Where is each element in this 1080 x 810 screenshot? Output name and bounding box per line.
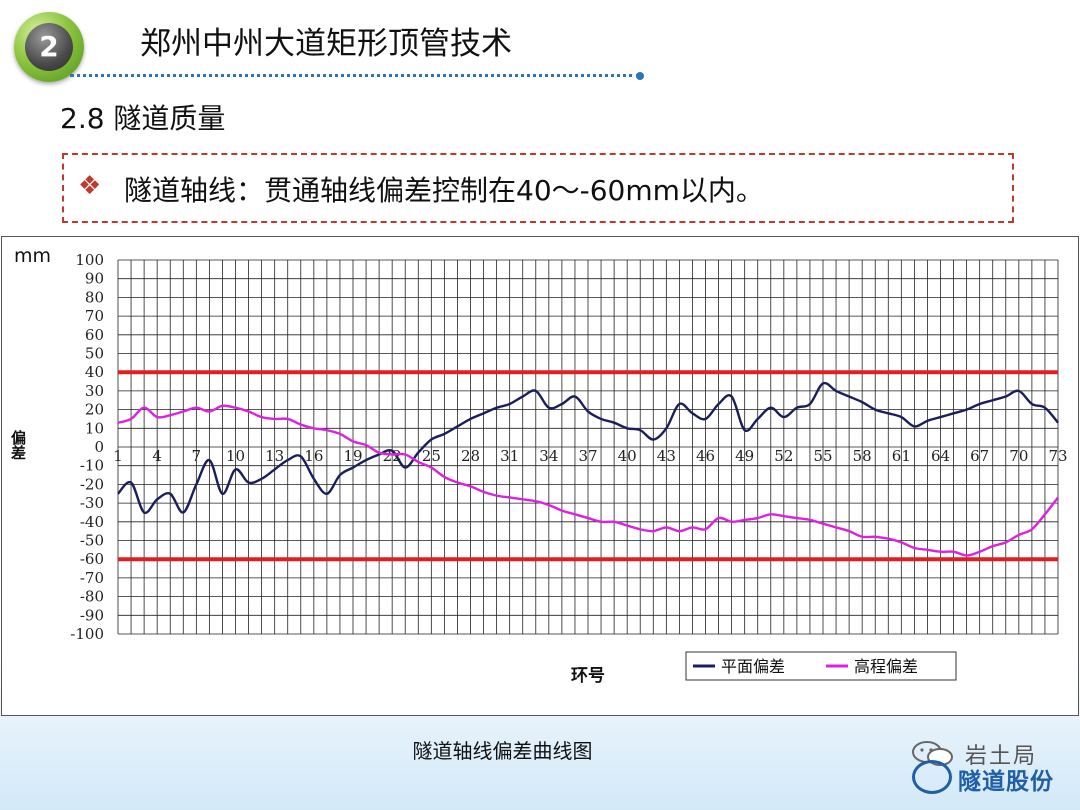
x-tick-label: 19 (343, 447, 362, 465)
y-tick-label: -10 (80, 457, 104, 475)
x-tick-label: 40 (618, 447, 637, 465)
y-tick-label: -50 (80, 532, 104, 550)
y-tick-label: 0 (94, 438, 104, 456)
x-tick-label: 55 (813, 447, 832, 465)
y-tick-label: -20 (80, 475, 104, 493)
y-tick-label: 80 (85, 288, 104, 306)
y-tick-label: 30 (85, 382, 104, 400)
watermark-company: 隧道股份 (958, 769, 1054, 795)
y-tick-label: 70 (85, 307, 104, 325)
legend-box (685, 651, 957, 681)
slide-title: 郑州中州大道矩形顶管技术 (140, 26, 512, 62)
x-tick-label: 25 (422, 447, 441, 465)
title-underline-dot (636, 72, 644, 80)
x-tick-label: 52 (774, 447, 793, 465)
title-underline (70, 74, 640, 77)
x-tick-label: 34 (539, 447, 558, 465)
watermark-account: 岩土局 (965, 744, 1038, 769)
x-tick-label: 58 (853, 447, 872, 465)
y-axis-title: 偏差 (9, 429, 27, 460)
x-tick-label: 37 (578, 447, 597, 465)
x-tick-label: 13 (265, 447, 284, 465)
y-tick-label: -100 (70, 625, 104, 643)
y-tick-label: -80 (80, 588, 104, 606)
x-tick-label: 4 (152, 447, 162, 465)
x-tick-label: 49 (735, 447, 754, 465)
series-line-2 (117, 404, 1059, 557)
y-tick-label: 60 (85, 326, 104, 344)
section-number: 2 (25, 23, 73, 71)
legend-label: 平面偏差 (721, 657, 785, 676)
x-tick-label: 10 (226, 447, 245, 465)
y-tick-label: 40 (85, 363, 104, 381)
x-tick-label: 1 (113, 447, 123, 465)
y-unit-label: mm (14, 245, 51, 267)
x-tick-label: 7 (192, 447, 202, 465)
y-tick-label: 10 (85, 419, 104, 437)
y-tick-label: 100 (75, 251, 104, 269)
x-tick-label: 31 (500, 447, 519, 465)
y-tick-label: -90 (80, 606, 104, 624)
series-line-1 (117, 381, 1059, 515)
x-tick-label: 61 (892, 447, 911, 465)
company-logo-icon (912, 760, 952, 794)
callout-text: 隧道轴线：贯通轴线偏差控制在40～-60mm以内。 (124, 174, 764, 207)
y-tick-label: -60 (80, 550, 104, 568)
x-tick-label: 16 (304, 447, 323, 465)
x-tick-label: 67 (970, 447, 989, 465)
x-tick-label: 43 (657, 447, 676, 465)
y-tick-label: -40 (80, 513, 104, 531)
y-tick-label: -70 (80, 569, 104, 587)
y-tick-label: 20 (85, 401, 104, 419)
chart-caption: 隧道轴线偏差曲线图 (412, 739, 593, 763)
x-tick-label: 73 (1048, 447, 1067, 465)
y-tick-label: 50 (85, 345, 104, 363)
x-tick-label: 28 (461, 447, 480, 465)
callout-box: ❖ 隧道轴线：贯通轴线偏差控制在40～-60mm以内。 (62, 153, 1014, 223)
diamond-bullet-icon: ❖ (78, 171, 102, 201)
section-number-badge: 2 (14, 12, 84, 82)
x-tick-label: 70 (1009, 447, 1028, 465)
legend-label: 高程偏差 (854, 657, 918, 676)
x-tick-label: 64 (931, 447, 950, 465)
y-tick-label: 90 (85, 270, 104, 288)
x-tick-label: 46 (696, 447, 715, 465)
x-axis-title: 环号 (571, 666, 605, 686)
y-tick-label: -30 (80, 494, 104, 512)
section-heading: 2.8 隧道质量 (60, 102, 226, 135)
